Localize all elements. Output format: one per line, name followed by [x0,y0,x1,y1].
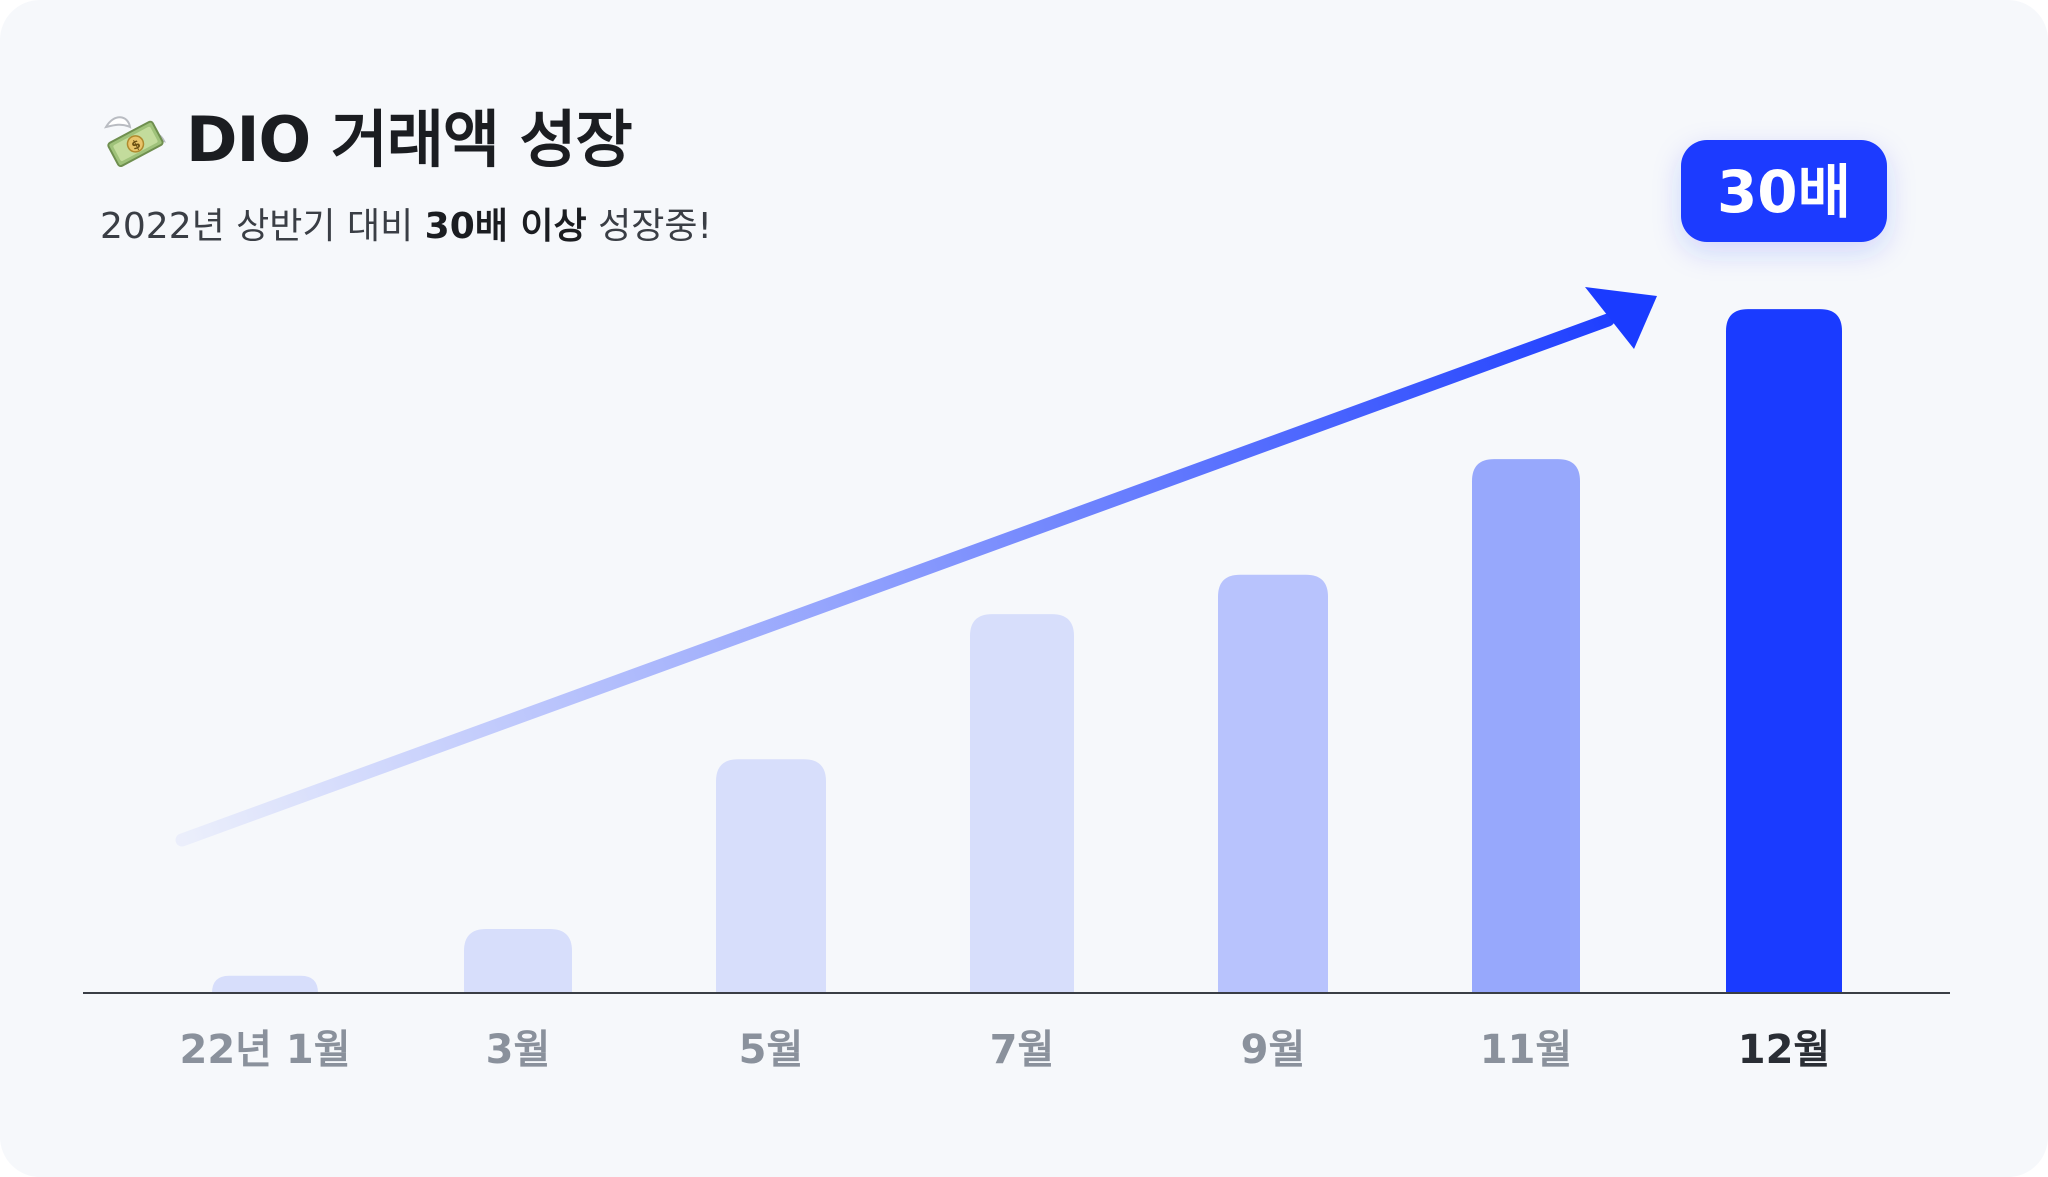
trend-arrow-head [1585,287,1657,349]
x-tick-label: 22년 1월 [179,1027,350,1073]
bar-2 [464,929,572,993]
x-tick-label: 11월 [1480,1027,1572,1073]
bar-4 [970,614,1074,993]
value-badge-label: 30배 [1717,158,1851,226]
value-badge [1681,140,1887,242]
subtitle-highlight: 30배 이상 [424,206,587,247]
bar-5 [1218,574,1328,993]
x-tick-label: 3월 [486,1027,551,1073]
chart-subtitle: 2022년 상반기 대비 30배 이상 성장중! [100,205,712,248]
bar-7 [1726,309,1842,993]
x-tick-label: 12월 [1738,1027,1830,1073]
subtitle-prefix: 2022년 상반기 대비 [100,206,425,247]
title-row: $ DIO 거래액 성장 [100,100,633,180]
x-tick-label: 5월 [739,1027,804,1073]
money-with-wings-icon: $ [103,116,166,168]
bar-1 [212,975,318,993]
trend-arrow-shaft [175,313,1615,847]
bar-6 [1472,459,1580,993]
x-tick-label: 7월 [990,1027,1055,1073]
value-badge-bg [1681,140,1887,242]
subtitle-suffix: 성장중! [586,206,712,247]
bar-3 [716,759,826,993]
chart-title: DIO 거래액 성장 [186,103,633,176]
x-tick-label: 9월 [1241,1027,1306,1073]
